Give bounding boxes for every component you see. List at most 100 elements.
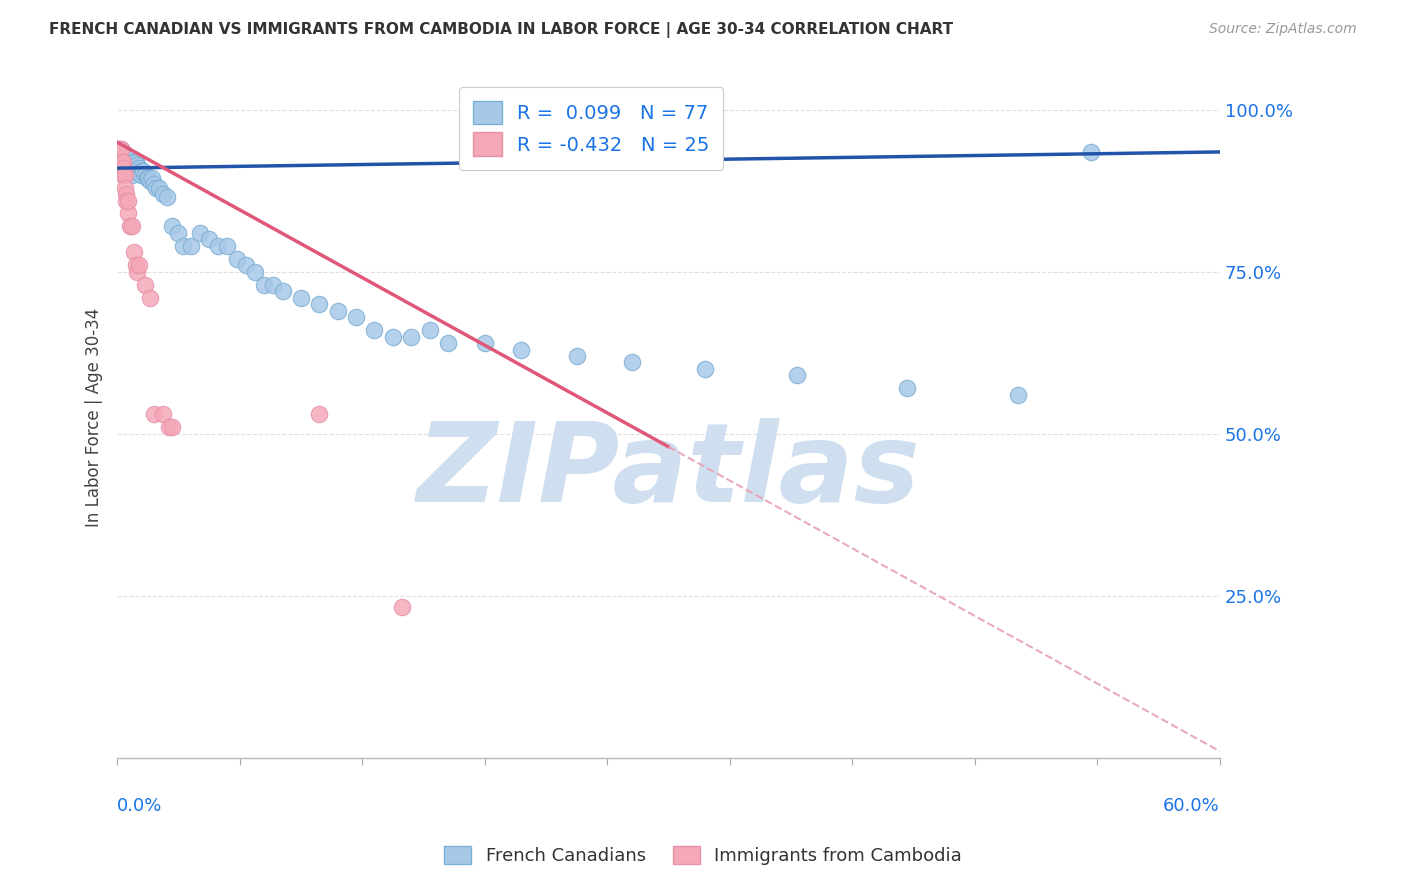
Point bbox=[111, 158, 134, 172]
Point bbox=[111, 161, 134, 175]
Point bbox=[115, 187, 138, 202]
Point bbox=[180, 239, 202, 253]
Point bbox=[111, 168, 134, 182]
Legend: R =  0.099   N = 77, R = -0.432   N = 25: R = 0.099 N = 77, R = -0.432 N = 25 bbox=[460, 87, 724, 169]
Point bbox=[110, 152, 132, 166]
Point bbox=[363, 323, 385, 337]
Point bbox=[108, 142, 131, 156]
Point bbox=[121, 219, 143, 234]
Point bbox=[381, 329, 404, 343]
Point bbox=[399, 329, 422, 343]
Point bbox=[139, 174, 162, 188]
Point bbox=[162, 219, 184, 234]
Point bbox=[152, 187, 174, 202]
Point bbox=[124, 258, 146, 272]
Point bbox=[127, 158, 149, 172]
Point bbox=[786, 368, 808, 383]
Point bbox=[117, 164, 139, 178]
Point bbox=[124, 161, 146, 175]
Point bbox=[225, 252, 247, 266]
Point bbox=[308, 297, 330, 311]
Point bbox=[122, 158, 145, 172]
Point bbox=[138, 170, 160, 185]
Point bbox=[253, 277, 276, 292]
Point bbox=[115, 148, 138, 162]
Point bbox=[290, 291, 312, 305]
Point bbox=[620, 355, 643, 369]
Point bbox=[152, 407, 174, 421]
Text: Source: ZipAtlas.com: Source: ZipAtlas.com bbox=[1209, 22, 1357, 37]
Text: 0.0%: 0.0% bbox=[117, 797, 163, 814]
Point bbox=[115, 164, 138, 178]
Point bbox=[114, 148, 136, 162]
Point bbox=[207, 239, 229, 253]
Point bbox=[110, 148, 132, 162]
Point bbox=[111, 145, 134, 159]
Point bbox=[235, 258, 257, 272]
Point bbox=[135, 170, 157, 185]
Point bbox=[262, 277, 284, 292]
Point bbox=[308, 407, 330, 421]
Point bbox=[111, 148, 134, 162]
Point bbox=[134, 168, 156, 182]
Point bbox=[326, 303, 349, 318]
Point bbox=[122, 164, 145, 178]
Point bbox=[896, 381, 918, 395]
Point bbox=[122, 245, 145, 260]
Point bbox=[118, 152, 141, 166]
Point bbox=[1007, 388, 1029, 402]
Point bbox=[474, 336, 496, 351]
Point bbox=[188, 226, 211, 240]
Point bbox=[114, 158, 136, 172]
Point bbox=[114, 168, 136, 182]
Point bbox=[114, 180, 136, 194]
Point bbox=[145, 180, 167, 194]
Point bbox=[110, 142, 132, 156]
Point bbox=[114, 152, 136, 166]
Point bbox=[243, 265, 266, 279]
Point bbox=[142, 407, 165, 421]
Point bbox=[111, 154, 134, 169]
Point bbox=[110, 142, 132, 156]
Point bbox=[157, 420, 180, 434]
Y-axis label: In Labor Force | Age 30-34: In Labor Force | Age 30-34 bbox=[86, 308, 103, 527]
Point bbox=[129, 164, 152, 178]
Point bbox=[172, 239, 194, 253]
Point bbox=[117, 206, 139, 220]
Point bbox=[115, 154, 138, 169]
Point bbox=[437, 336, 460, 351]
Point bbox=[108, 145, 131, 159]
Point bbox=[142, 178, 165, 192]
Point bbox=[156, 190, 179, 204]
Point bbox=[271, 284, 294, 298]
Point bbox=[139, 291, 162, 305]
Point bbox=[162, 420, 184, 434]
Point bbox=[118, 158, 141, 172]
Point bbox=[110, 154, 132, 169]
Point bbox=[114, 154, 136, 169]
Text: FRENCH CANADIAN VS IMMIGRANTS FROM CAMBODIA IN LABOR FORCE | AGE 30-34 CORRELATI: FRENCH CANADIAN VS IMMIGRANTS FROM CAMBO… bbox=[49, 22, 953, 38]
Point bbox=[127, 265, 149, 279]
Point bbox=[510, 343, 533, 357]
Point bbox=[115, 161, 138, 175]
Point bbox=[121, 161, 143, 175]
Point bbox=[118, 219, 141, 234]
Legend: French Canadians, Immigrants from Cambodia: French Canadians, Immigrants from Cambod… bbox=[434, 837, 972, 874]
Point bbox=[148, 180, 170, 194]
Point bbox=[111, 154, 134, 169]
Point bbox=[129, 168, 152, 182]
Point bbox=[141, 170, 163, 185]
Text: 60.0%: 60.0% bbox=[1163, 797, 1220, 814]
Point bbox=[117, 154, 139, 169]
Point bbox=[127, 164, 149, 178]
Point bbox=[118, 164, 141, 178]
Point bbox=[419, 323, 441, 337]
Point bbox=[132, 164, 155, 178]
Point bbox=[166, 226, 188, 240]
Point bbox=[565, 349, 588, 363]
Text: ZIPatlas: ZIPatlas bbox=[416, 418, 921, 525]
Point bbox=[128, 258, 150, 272]
Point bbox=[117, 158, 139, 172]
Point bbox=[391, 599, 413, 614]
Point bbox=[198, 232, 221, 246]
